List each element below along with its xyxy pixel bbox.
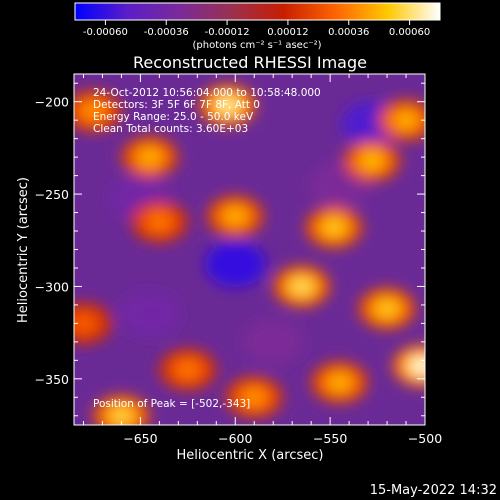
info-line: Energy Range: 25.0 - 50.0 keV <box>93 111 254 123</box>
colorbar: -0.00060 -0.00036 -0.00012 0.00012 0.00036 0.… <box>74 2 441 51</box>
hot-spot <box>377 99 425 142</box>
hot-spot <box>74 302 112 345</box>
info-line: Detectors: 3F 5F 6F 7F 8F, Att 0 <box>93 99 260 111</box>
hot-spot-core <box>75 316 92 331</box>
colorbar-tick-label: -0.00060 <box>83 27 128 38</box>
y-axis-label: Heliocentric Y (arcsec) <box>16 177 31 323</box>
colorbar-tick-label: 0.00060 <box>389 27 430 38</box>
hot-spot-core <box>326 220 342 234</box>
y-tick-label: −350 <box>35 372 69 387</box>
info-line: Clean Total counts: 3.60E+03 <box>93 123 248 135</box>
hot-spot <box>343 139 401 182</box>
x-tick-label: −550 <box>313 431 347 446</box>
info-line: 24-Oct-2012 10:56:04.000 to 10:58:48.000 <box>93 87 321 99</box>
hot-spot <box>392 345 425 387</box>
hot-spot-core <box>294 279 310 294</box>
hot-spot-core <box>246 390 262 404</box>
colorbar-unit-label: (photons cm⁻² s⁻¹ asec⁻²) <box>192 40 321 51</box>
hot-spot-core <box>379 301 395 316</box>
y-tick-label: −250 <box>35 187 69 202</box>
heatmap <box>74 84 425 425</box>
hot-spot <box>74 90 122 132</box>
hot-spot <box>273 265 331 308</box>
hot-spot <box>121 136 179 179</box>
hot-spot-core <box>85 104 101 118</box>
colorbar-tick-label: -0.00036 <box>144 27 189 38</box>
peak-position-label: Position of Peak = [-502,-343] <box>93 398 250 410</box>
hot-spot-core <box>364 154 380 168</box>
hot-spot-core <box>413 359 425 373</box>
hot-spot-core <box>220 98 236 113</box>
hot-spot <box>159 348 217 391</box>
hot-spot-core <box>142 150 158 164</box>
hot-spot <box>305 206 363 249</box>
x-tick-label: −600 <box>218 431 252 446</box>
hot-spot <box>358 287 416 330</box>
hot-spot-core <box>113 409 130 423</box>
hot-spot-core <box>398 113 414 127</box>
x-axis-label: Heliocentric X (arcsec) <box>177 448 324 463</box>
hot-spot-core <box>180 362 196 377</box>
y-tick-label: −200 <box>35 95 69 110</box>
hot-spot <box>311 361 369 404</box>
hot-spot-core <box>151 215 167 229</box>
cold-spot <box>119 291 181 337</box>
hot-spot <box>92 394 150 425</box>
hot-spot-core <box>227 209 243 223</box>
info-block: 24-Oct-2012 10:56:04.000 to 10:58:48.000… <box>93 87 321 135</box>
timestamp: 15-May-2022 14:32 <box>370 483 497 498</box>
y-axis-ticks: −200 −250 −300 −350 <box>35 82 425 417</box>
colorbar-bar <box>74 2 441 21</box>
x-tick-label: −650 <box>123 431 157 446</box>
hot-spot <box>130 200 188 243</box>
cold-spot <box>204 241 266 288</box>
x-tick-label: −500 <box>408 431 442 446</box>
hot-spot <box>225 376 283 419</box>
colorbar-tick-label: -0.00012 <box>205 27 250 38</box>
colorbar-tick-label: 0.00012 <box>267 27 308 38</box>
colorbar-ticks: -0.00060 -0.00036 -0.00012 0.00012 0.00036 0.… <box>83 20 430 38</box>
cold-spot <box>242 319 304 365</box>
plot-area: −650 −600 −550 −500 −200 −250 −300 −350 24-Oct… <box>35 73 442 446</box>
colorbar-tick-label: 0.00036 <box>328 27 369 38</box>
hot-spot <box>206 195 264 238</box>
y-tick-label: −300 <box>35 279 69 294</box>
hot-spot-core <box>332 375 348 390</box>
heatmap-blobs <box>74 84 425 425</box>
hot-spot <box>199 84 257 127</box>
x-axis-ticks: −650 −600 −550 −500 <box>82 74 442 446</box>
chart-title: Reconstructed RHESSI Image <box>133 53 367 72</box>
